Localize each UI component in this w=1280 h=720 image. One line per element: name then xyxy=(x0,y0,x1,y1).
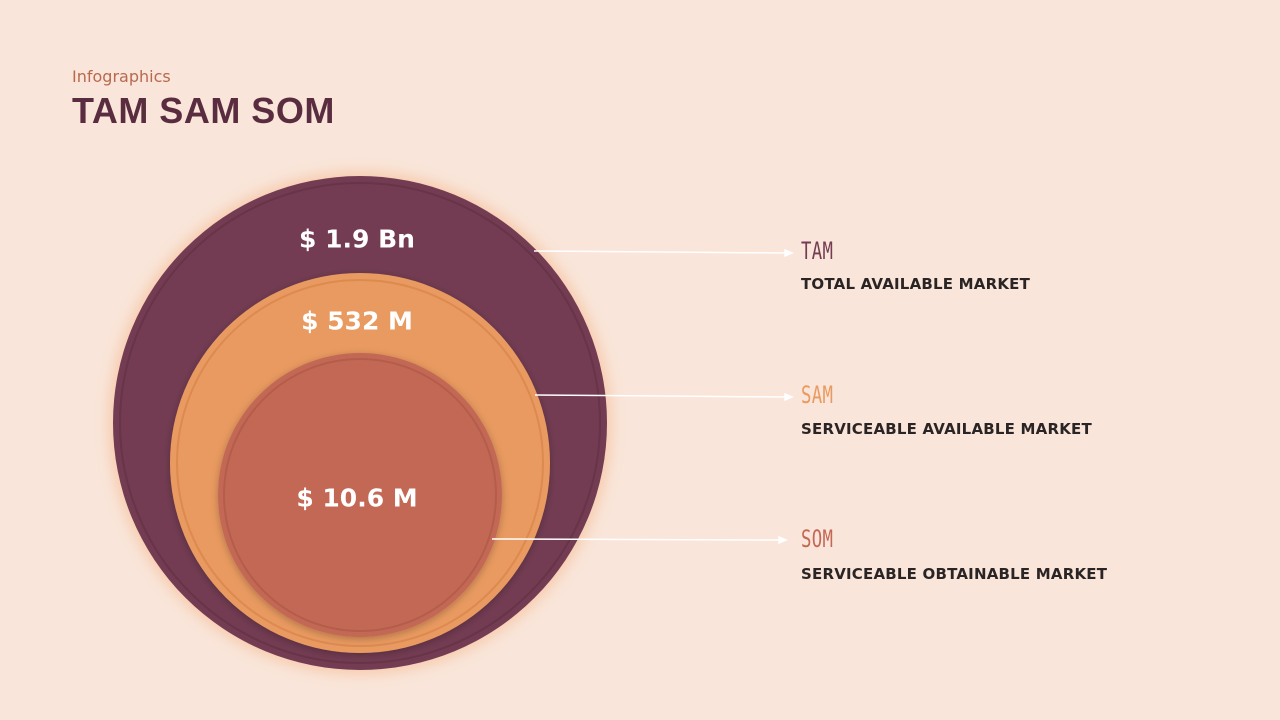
som-circle-ring xyxy=(223,358,497,632)
sam-connector-arrow xyxy=(784,392,794,402)
tam-connector-arrow xyxy=(784,248,794,258)
page-subtitle: Infographics xyxy=(72,67,171,86)
som-value: $ 10.6 M xyxy=(296,483,418,513)
sam-connector-line xyxy=(534,394,787,398)
sam-legend-description: SERVICEABLE AVAILABLE MARKET xyxy=(801,420,1092,438)
tam-connector-line xyxy=(533,250,787,254)
page-title: TAM SAM SOM xyxy=(72,90,335,131)
som-legend-description: SERVICEABLE OBTAINABLE MARKET xyxy=(801,565,1108,583)
tam-legend-title: TAM xyxy=(801,237,834,265)
tam-circle-ring xyxy=(119,182,601,664)
som-connector-arrow xyxy=(778,535,788,545)
som-connector-line xyxy=(491,538,781,541)
tam-legend-description: TOTAL AVAILABLE MARKET xyxy=(801,275,1031,293)
sam-circle-ring xyxy=(176,279,544,647)
sam-legend-title: SAM xyxy=(801,381,834,409)
sam-value: $ 532 M xyxy=(301,306,413,336)
som-circle xyxy=(218,353,502,637)
tam-value: $ 1.9 Bn xyxy=(299,224,415,254)
som-legend-title: SOM xyxy=(801,525,834,553)
